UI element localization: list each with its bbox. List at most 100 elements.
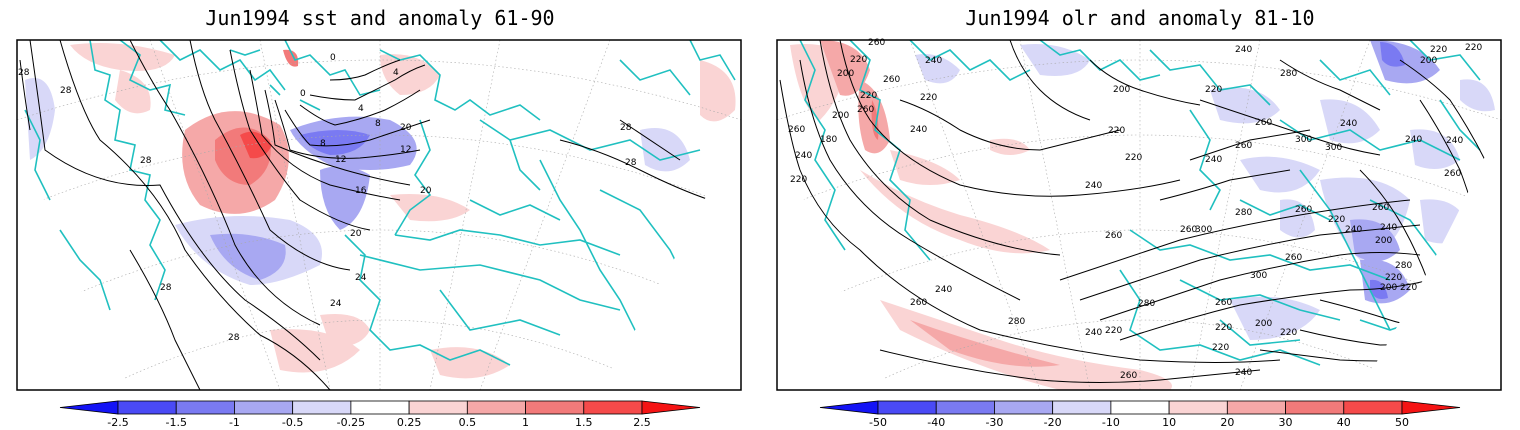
contour-label: 280 bbox=[1395, 261, 1412, 271]
olr-colorbar-bin bbox=[1110, 400, 1170, 415]
olr-colorbar-tick-label: -50 bbox=[869, 416, 887, 429]
contour-label: 260 bbox=[1180, 225, 1197, 235]
contour-label: 0 bbox=[330, 53, 336, 63]
contour-label: 240 bbox=[935, 285, 952, 295]
contour-label: 220 bbox=[1430, 45, 1447, 55]
olr-colorbar-tick-label: 30 bbox=[1279, 416, 1293, 429]
contour-label: 240 bbox=[1085, 181, 1102, 191]
contour-label: 4 bbox=[358, 104, 364, 114]
olr-colorbar-tick-label: 40 bbox=[1337, 416, 1351, 429]
contour-label: 220 bbox=[1108, 126, 1125, 136]
contour-label: 240 bbox=[1380, 223, 1397, 233]
olr-colorbar-tick-label: -40 bbox=[927, 416, 945, 429]
contour-label: 260 bbox=[868, 38, 885, 48]
olr-colorbar-bin bbox=[1285, 400, 1345, 415]
contour-label: 200 bbox=[1255, 319, 1272, 329]
sst-colorbar-tick-label: 0.25 bbox=[397, 416, 422, 429]
contour-label: 20 bbox=[400, 123, 412, 133]
sst-colorbar-bin bbox=[175, 400, 235, 415]
contour-label: 260 bbox=[1285, 253, 1302, 263]
contour-label: 28 bbox=[160, 283, 172, 293]
olr-colorbar-tick-label: -20 bbox=[1044, 416, 1062, 429]
sst-colorbar-bin bbox=[117, 400, 177, 415]
contour-label: 240 bbox=[795, 151, 812, 161]
sst-colorbar-bin bbox=[525, 400, 585, 415]
contour-label: 200 bbox=[1380, 283, 1397, 293]
contour-label: 0 bbox=[300, 89, 306, 99]
contour-label: 220 bbox=[1280, 328, 1297, 338]
olr-colorbar-tick-label: -10 bbox=[1102, 416, 1120, 429]
sst-colorbar-arrow-low bbox=[59, 400, 119, 415]
contour-label: 260 bbox=[1444, 169, 1461, 179]
contour-label: 260 bbox=[1105, 231, 1122, 241]
contour-label: 240 bbox=[910, 125, 927, 135]
contour-label: 240 bbox=[1345, 225, 1362, 235]
sst-colorbar-bin bbox=[408, 400, 468, 415]
contour-label: 240 bbox=[1085, 328, 1102, 338]
contour-label: 240 bbox=[925, 56, 942, 66]
olr-colorbar-arrow-high bbox=[1401, 400, 1461, 415]
contour-label: 260 bbox=[788, 125, 805, 135]
map-frame bbox=[16, 39, 742, 391]
contour-label: 220 bbox=[1105, 326, 1122, 336]
contour-label: 280 bbox=[1008, 317, 1025, 327]
sst-colorbar-arrow-high bbox=[641, 400, 701, 415]
contour-label: 280 bbox=[1280, 69, 1297, 79]
contour-label: 240 bbox=[1446, 136, 1463, 146]
contour-label: 300 bbox=[1250, 271, 1267, 281]
sst-colorbar-tick-label: -0.5 bbox=[282, 416, 303, 429]
sst-colorbar-tick-label: -0.25 bbox=[337, 416, 365, 429]
contour-label: 200 bbox=[1375, 236, 1392, 246]
contour-label: 220 bbox=[920, 93, 937, 103]
olr-colorbar-tick-label: -30 bbox=[985, 416, 1003, 429]
contour-label: 260 bbox=[1372, 203, 1389, 213]
contour-label: 200 bbox=[1113, 85, 1130, 95]
sst-colorbar-tick-label: -2.5 bbox=[107, 416, 128, 429]
sst-colorbar-tick-label: -1.5 bbox=[165, 416, 186, 429]
contour-label: 4 bbox=[393, 68, 399, 78]
contour-label: 220 bbox=[1205, 85, 1222, 95]
contour-label: 8 bbox=[320, 139, 326, 149]
contour-label: 240 bbox=[1405, 135, 1422, 145]
contour-label: 28 bbox=[228, 333, 240, 343]
left-map-title: Jun1994 sst and anomaly 61-90 bbox=[205, 6, 555, 30]
contour-label: 20 bbox=[420, 186, 432, 196]
contour-label: 200 bbox=[1420, 56, 1437, 66]
contour-label: 12 bbox=[400, 145, 411, 155]
olr-colorbar-tick-label: 50 bbox=[1395, 416, 1409, 429]
contour-label: 28 bbox=[625, 158, 637, 168]
olr-colorbar-tick-label: 20 bbox=[1220, 416, 1234, 429]
sst-colorbar: -2.5 -1.5 -1 -0.5 -0.25 0.25 0.5 1 1.5 2.5 bbox=[59, 400, 701, 429]
contour-label: 20 bbox=[350, 229, 362, 239]
contour-label: 260 bbox=[910, 298, 927, 308]
contour-label: 24 bbox=[330, 299, 342, 309]
sst-colorbar-tick-label: 2.5 bbox=[633, 416, 651, 429]
map-frame bbox=[776, 39, 1502, 391]
contour-label: 260 bbox=[1295, 205, 1312, 215]
contour-label: 220 bbox=[1328, 215, 1345, 225]
olr-contour-labels: 260 220 260 240 200 220 260 200 220 260 … bbox=[788, 38, 1482, 381]
olr-colorbar: -50 -40 -30 -20 -10 10 20 30 40 50 bbox=[819, 400, 1461, 429]
contour-label: 220 bbox=[1465, 43, 1482, 53]
contour-label: 220 bbox=[1125, 153, 1142, 163]
right-map-title: Jun1994 olr and anomaly 81-10 bbox=[965, 6, 1315, 30]
sst-colorbar-bin bbox=[292, 400, 352, 415]
contour-label: 28 bbox=[620, 123, 632, 133]
sst-colorbar-bin bbox=[583, 400, 643, 415]
contour-label: 300 bbox=[1295, 135, 1312, 145]
olr-colorbar-arrow-low bbox=[819, 400, 879, 415]
contour-label: 16 bbox=[355, 186, 367, 196]
contour-label: 28 bbox=[140, 156, 152, 166]
contour-label: 260 bbox=[1235, 141, 1252, 151]
contour-label: 260 bbox=[1255, 118, 1272, 128]
contour-label: 200 bbox=[837, 69, 854, 79]
contour-label: 220 bbox=[1400, 283, 1417, 293]
coastlines bbox=[24, 40, 736, 366]
contour-label: 280 bbox=[1235, 208, 1252, 218]
sst-colorbar-tick-label: 1 bbox=[522, 416, 529, 429]
contour-label: 240 bbox=[1340, 119, 1357, 129]
olr-colorbar-tick-label: 10 bbox=[1162, 416, 1176, 429]
olr-anomaly-map: 260 220 260 240 200 220 260 200 220 260 … bbox=[776, 38, 1502, 429]
contour-label: 220 bbox=[850, 55, 867, 65]
contour-label: 220 bbox=[1215, 323, 1232, 333]
